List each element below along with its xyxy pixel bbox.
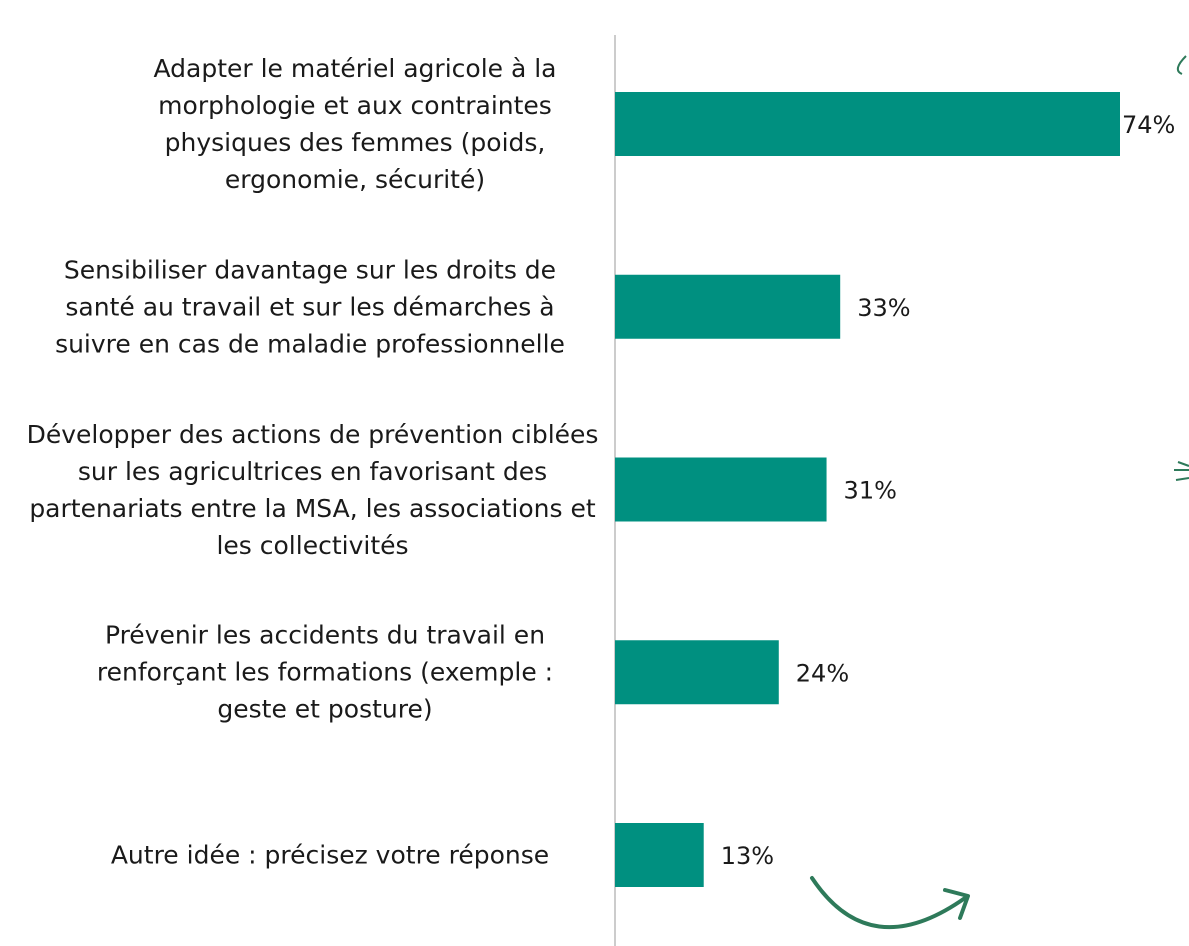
value-label: 31% [844,477,897,505]
decor-arrow [810,876,967,929]
value-label: 33% [857,294,910,322]
decor-arrowhead [943,888,970,920]
bar [615,823,704,887]
category-label: Adapter le matériel agricole à la morpho… [153,54,557,194]
decor-mark [1174,461,1189,481]
value-label: 13% [721,842,774,870]
category-label: Autre idée : précisez votre réponse [110,840,550,870]
bar [615,640,779,705]
decor-mark [1176,55,1187,75]
category-label: Développer des actions de prévention cib… [26,419,599,560]
bar [615,457,827,522]
category-label: Prévenir les accidents du travail en ren… [96,620,554,724]
category-label: Sensibiliser davantage sur les droits de… [55,255,565,359]
bar [615,92,1120,156]
bar [615,274,841,339]
value-label: 24% [796,659,849,687]
value-label: 74% [1122,111,1175,139]
